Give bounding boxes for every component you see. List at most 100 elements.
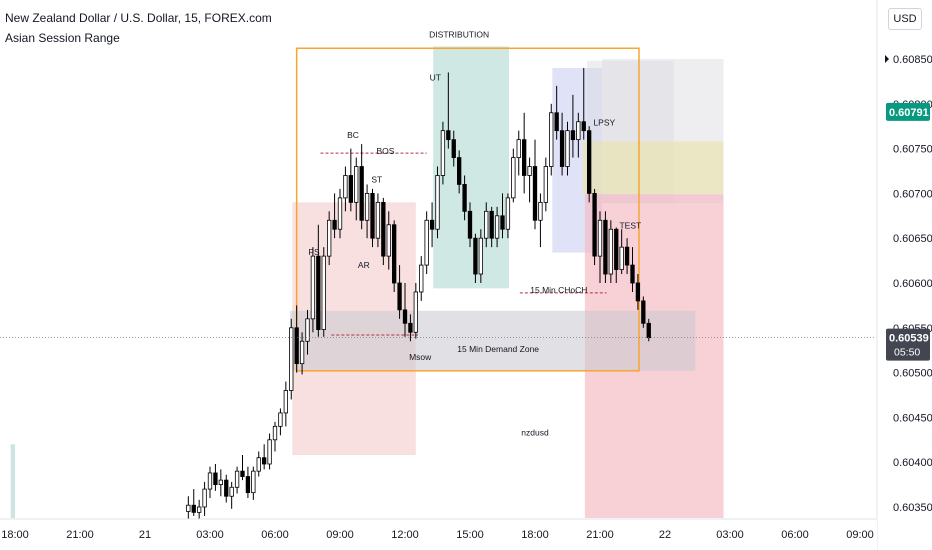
candle bbox=[305, 309, 310, 355]
candle bbox=[397, 265, 402, 319]
zone-distribution bbox=[433, 46, 509, 289]
candle bbox=[408, 314, 413, 342]
x-tick-label: 03:00 bbox=[196, 529, 224, 541]
annotation: LPSY bbox=[593, 117, 615, 127]
candle bbox=[592, 188, 597, 266]
candle bbox=[364, 184, 370, 239]
y-tick-label: 0.60400 bbox=[893, 457, 932, 469]
candle bbox=[370, 188, 375, 248]
indicator-label[interactable]: Asian Session Range bbox=[5, 31, 120, 45]
candle bbox=[245, 466, 251, 499]
annotations-layer: DISTRIBUTION UT BC BOS ST PS AR LPSY TEST 15 Min … bbox=[308, 29, 641, 437]
price-axis: 0.608500.608000.607500.607000.606500.606… bbox=[876, 0, 932, 550]
x-tick-label: 21:00 bbox=[66, 529, 94, 541]
current-price-tag bbox=[886, 102, 930, 121]
last-price-label: 0.60539 bbox=[889, 333, 929, 345]
candle bbox=[278, 408, 283, 436]
candle bbox=[207, 466, 213, 499]
candle bbox=[240, 455, 245, 481]
candle bbox=[359, 144, 364, 230]
candle bbox=[419, 256, 424, 301]
candle bbox=[272, 421, 278, 452]
candle bbox=[435, 166, 440, 239]
candle bbox=[213, 463, 218, 491]
distribution-box bbox=[295, 47, 640, 372]
candle bbox=[587, 126, 592, 203]
y-tick-label: 0.60700 bbox=[893, 188, 932, 200]
candle bbox=[576, 112, 581, 158]
zones-layer bbox=[10, 46, 724, 518]
current-price-label: 0.60791 bbox=[889, 107, 929, 119]
candle bbox=[294, 305, 299, 373]
candle bbox=[630, 247, 635, 292]
y-tick-label: 0.60600 bbox=[893, 278, 932, 290]
candle bbox=[332, 193, 337, 239]
y-tick-label: 0.60500 bbox=[893, 368, 932, 380]
y-tick-label: 0.60850 bbox=[893, 54, 932, 66]
x-tick-label: 09:00 bbox=[846, 529, 874, 541]
candle bbox=[446, 72, 451, 149]
levels-layer bbox=[320, 152, 607, 336]
annotation: nzdusd bbox=[521, 427, 549, 437]
candle bbox=[608, 220, 613, 283]
candle bbox=[532, 139, 538, 230]
candle bbox=[565, 121, 570, 176]
candle bbox=[462, 175, 467, 221]
candle bbox=[597, 211, 603, 283]
candle bbox=[202, 481, 207, 516]
currency-button[interactable]: USD bbox=[888, 8, 922, 30]
x-tick-label: 21 bbox=[139, 529, 151, 541]
candle bbox=[494, 206, 500, 248]
time-axis: 18:00 21:00 21 03:00 06:00 09:00 12:00 15:00 18:… bbox=[0, 518, 877, 550]
x-tick-label: 15:00 bbox=[456, 529, 484, 541]
annotation: 15 Min Demand Zone bbox=[457, 344, 539, 354]
candle bbox=[516, 130, 521, 176]
chart-title: New Zealand Dollar / U.S. Dollar, 15, FO… bbox=[5, 11, 272, 25]
candle bbox=[614, 227, 619, 283]
candle bbox=[191, 489, 196, 516]
candle bbox=[299, 332, 305, 375]
candle bbox=[316, 224, 321, 337]
candle bbox=[511, 148, 516, 203]
annotation: TEST bbox=[619, 220, 641, 230]
zone-yellow bbox=[582, 141, 724, 195]
candle bbox=[457, 150, 462, 194]
candle bbox=[386, 211, 391, 270]
candle bbox=[229, 481, 234, 509]
candle bbox=[484, 202, 489, 248]
annotation: Msow bbox=[409, 352, 432, 362]
candle bbox=[641, 296, 646, 328]
candle bbox=[581, 67, 586, 140]
candle bbox=[538, 193, 543, 248]
candle bbox=[489, 206, 494, 248]
x-tick-label: 18:00 bbox=[521, 529, 549, 541]
candles-layer bbox=[186, 67, 651, 524]
candle bbox=[619, 229, 624, 275]
countdown-label: 05:50 bbox=[894, 347, 920, 359]
annotation: BOS bbox=[377, 146, 395, 156]
annotation: AR bbox=[358, 260, 370, 270]
candle bbox=[343, 166, 348, 212]
candle bbox=[500, 193, 505, 239]
candle bbox=[559, 112, 565, 176]
x-tick-label: 18:00 bbox=[1, 529, 29, 541]
annotation: UT bbox=[430, 73, 441, 83]
candle bbox=[473, 233, 478, 283]
candle bbox=[603, 211, 608, 283]
x-tick-label: 06:00 bbox=[261, 529, 289, 541]
candle bbox=[256, 451, 261, 477]
candle bbox=[234, 466, 240, 494]
candle bbox=[527, 157, 532, 203]
candle bbox=[337, 188, 343, 239]
y-tick-label: 0.60750 bbox=[893, 144, 932, 156]
candle bbox=[549, 103, 554, 176]
x-tick-label: 06:00 bbox=[781, 529, 809, 541]
candle bbox=[251, 466, 256, 500]
x-tick-label: 03:00 bbox=[716, 529, 744, 541]
candle bbox=[354, 157, 359, 221]
y-tick-label: 0.60450 bbox=[893, 412, 932, 424]
candle bbox=[624, 238, 630, 275]
candle bbox=[381, 197, 386, 266]
candle bbox=[224, 474, 229, 503]
